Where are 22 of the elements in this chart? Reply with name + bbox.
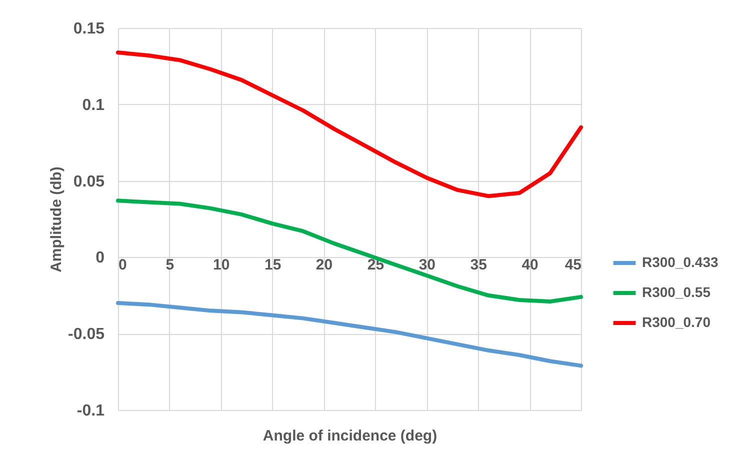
x-axis-title: Angle of incidence (deg) (262, 428, 438, 444)
x-tick-label: 20 (316, 256, 333, 274)
legend-label: R300_0.55 (642, 284, 711, 300)
x-tick-label: 30 (418, 256, 436, 274)
y-tick-label: 0.1 (82, 96, 105, 114)
line-series (116, 301, 583, 368)
x-tick-label: 40 (522, 256, 538, 274)
x-tick-label: 5 (166, 256, 174, 274)
line-series (116, 50, 583, 198)
y-tick-label: -0.1 (76, 402, 105, 420)
y-tick-label: -0.05 (68, 326, 105, 344)
x-tick-label: 45 (564, 256, 582, 274)
x-tick-label: 10 (213, 256, 230, 274)
y-axis-title: Amplitude (db) (48, 166, 66, 272)
line-series (116, 198, 583, 304)
x-tick-label: 35 (470, 256, 487, 274)
y-tick-label: 0.15 (73, 20, 105, 38)
x-tick-label: 0 (118, 256, 127, 274)
legend-label: R300_0.70 (642, 314, 711, 330)
x-tick-label: 15 (264, 256, 282, 274)
y-tick-label: 0.05 (73, 173, 105, 190)
legend-label: R300_0.433 (642, 254, 719, 270)
